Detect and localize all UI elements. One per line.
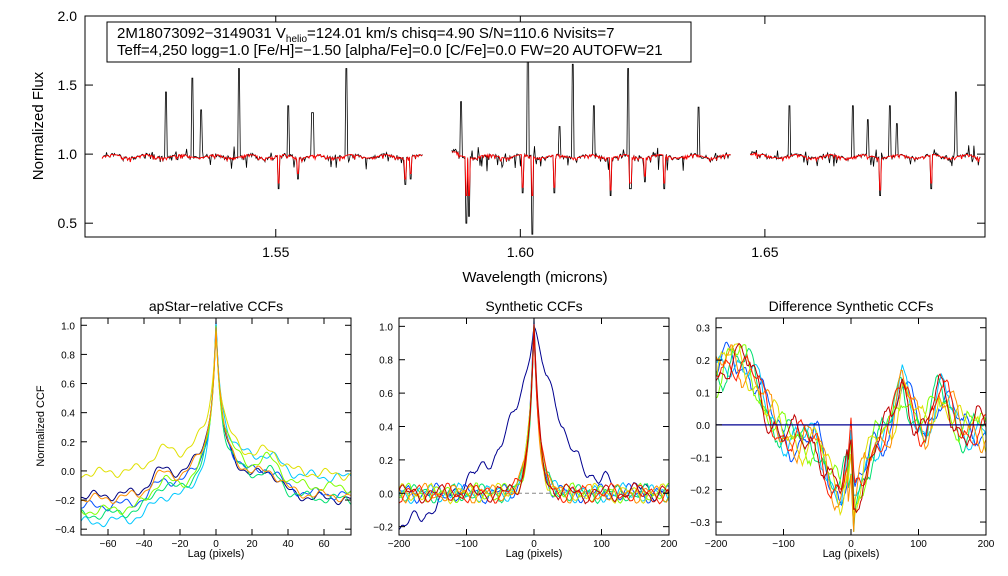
x-tick-label: 0: [213, 539, 219, 550]
observed-spectrum-chip-3: [749, 91, 981, 197]
info-line-1-subscript: helio: [286, 34, 308, 45]
x-tick-label: −60: [100, 539, 117, 550]
y-tick-label: −0.2: [55, 496, 75, 507]
difference-ccf-lines: [715, 341, 987, 532]
difference-ccf-ticks: −200 −100 0 100 200 −0.3 −0.2 −0.1 0.0 0.1 0.2 0.3: [690, 318, 995, 550]
spectrum-plot-area: [101, 22, 981, 235]
y-tick-label: 0.6: [61, 380, 75, 391]
x-tick-label: 0: [848, 539, 854, 550]
info-line-2: Teff=4,250 logg=1.0 [Fe/H]=−1.50 [alpha/…: [117, 42, 663, 59]
synthetic-ccf-line: [398, 323, 670, 505]
x-tick-label: 200: [661, 539, 678, 550]
difference-ccf-line: [715, 342, 987, 514]
observed-spectrum-chip-1: [101, 68, 423, 190]
synthetic-ccf-line: [398, 326, 670, 504]
synthetic-ccf-axes-frame: [398, 317, 670, 536]
difference-ccf-title: Difference Synthetic CCFs: [769, 298, 934, 314]
spectrum-panel: 1.55 1.60 1.65 0.5 1.0 1.5 2.0 Wavelength (mic…: [30, 8, 986, 286]
model-spectrum-chip-1: [101, 153, 423, 184]
y-tick-label: 0.0: [379, 489, 393, 500]
x-tick-label: −200: [705, 539, 728, 550]
y-tick-label: −0.1: [690, 453, 710, 464]
y-tick-label: −0.2: [373, 523, 393, 534]
y-tick-label: 0.8: [379, 356, 393, 367]
y-tick-label: 0.8: [61, 350, 75, 361]
synthetic-ccf-line: [398, 323, 670, 504]
y-tick-label: 0.0: [61, 467, 75, 478]
apstar-ccf-ticks: −60 −40 −20 0 20 40 60 −0.4 −0.2 0.0 0.2 0.4 0.6 0.8 1…: [55, 318, 351, 550]
x-tick-label: −100: [772, 539, 795, 550]
apstar-ccf-line: [80, 325, 352, 520]
info-line-1: 2M18073092−3149031 Vhelio=124.01 km/s ch…: [117, 25, 614, 45]
apstar-ccf-line: [80, 325, 352, 506]
apstar-ccf-line: [80, 320, 352, 512]
spectrum-x-label: Wavelength (microns): [462, 269, 607, 286]
apstar-ccf-line: [80, 329, 352, 481]
y-tick-label: 0.3: [696, 324, 710, 335]
x-tick-label: 1.60: [507, 244, 534, 260]
apstar-ccf-title: apStar−relative CCFs: [149, 298, 283, 314]
y-tick-label: 1.0: [58, 146, 78, 162]
model-spectrum-chip-2: [451, 151, 731, 197]
synthetic-ccf-title: Synthetic CCFs: [485, 298, 582, 314]
x-tick-label: −200: [388, 539, 411, 550]
y-tick-label: 0.2: [379, 456, 393, 467]
y-tick-label: 0.0: [696, 421, 710, 432]
y-tick-label: −0.2: [690, 486, 710, 497]
difference-ccf-line: [715, 347, 987, 532]
difference-ccf-line: [715, 344, 987, 508]
x-tick-label: −40: [136, 539, 153, 550]
x-tick-label: 60: [318, 539, 330, 550]
y-tick-label: 1.0: [379, 322, 393, 333]
y-tick-label: 1.5: [58, 77, 78, 93]
difference-ccf-line: [715, 353, 987, 500]
info-box: [106, 21, 692, 63]
synthetic-ccf-line: [398, 331, 670, 505]
synthetic-ccf-line: [398, 318, 670, 505]
info-line-1-suffix: =124.01 km/s chisq=4.90 S/N=110.6 Nvisit…: [307, 25, 614, 42]
spectrum-y-label: Normalized Flux: [30, 71, 47, 180]
synthetic-ccf-x-label: Lag (pixels): [506, 548, 563, 560]
y-tick-label: 0.5: [58, 215, 78, 231]
synthetic-ccf-line: [398, 329, 670, 505]
spectrum-x-ticks: 1.55 1.60 1.65 0.5 1.0 1.5 2.0: [58, 8, 985, 260]
difference-ccf-x-label: Lag (pixels): [823, 548, 880, 560]
x-tick-label: −20: [172, 539, 189, 550]
x-tick-label: 1.55: [262, 244, 289, 260]
y-tick-label: 0.2: [696, 356, 710, 367]
synthetic-ccf-line: [398, 324, 670, 505]
x-tick-label: 100: [910, 539, 927, 550]
apstar-ccf-panel: apStar−relative CCFs −60 −40 −20 0 20 40 60 −0.…: [35, 298, 352, 560]
apstar-ccf-line: [80, 325, 352, 515]
y-tick-label: 0.6: [379, 389, 393, 400]
y-tick-label: 2.0: [58, 8, 78, 24]
x-tick-label: 20: [246, 539, 258, 550]
y-tick-label: 0.4: [61, 409, 75, 420]
synthetic-ccf-ticks: −200 −100 0 100 200 −0.2 0.0 0.2 0.4 0.6 0.8 1.0: [373, 318, 678, 550]
y-tick-label: 0.4: [379, 423, 393, 434]
x-tick-label: 100: [593, 539, 610, 550]
synthetic-ccf-panel: Synthetic CCFs −200 −100 0 100 200 −0.2 0.0 0.2…: [373, 298, 678, 560]
x-tick-label: 1.65: [751, 244, 778, 260]
apstar-ccf-x-label: Lag (pixels): [188, 548, 245, 560]
y-tick-label: −0.3: [690, 518, 710, 529]
y-tick-label: 0.1: [696, 388, 710, 399]
y-tick-label: −0.4: [55, 525, 75, 536]
apstar-ccf-line: [80, 327, 352, 505]
difference-ccf-panel: Difference Synthetic CCFs −200 −100 0 100 20…: [690, 298, 995, 560]
apstar-ccf-y-label: Normalized CCF: [35, 385, 47, 467]
y-tick-label: 0.2: [61, 438, 75, 449]
x-tick-label: 0: [531, 539, 537, 550]
x-tick-label: 40: [282, 539, 294, 550]
synthetic-ccf-line: [398, 331, 670, 505]
info-line-1-prefix: 2M18073092−3149031 V: [117, 25, 286, 42]
y-tick-label: 1.0: [61, 321, 75, 332]
spectrum-axes-frame: [84, 15, 986, 238]
apstar-ccf-lines: [80, 320, 352, 528]
x-tick-label: 200: [978, 539, 995, 550]
model-spectrum-chip-3: [749, 152, 981, 191]
x-tick-label: −100: [455, 539, 478, 550]
synthetic-ccf-lines: [398, 318, 670, 530]
